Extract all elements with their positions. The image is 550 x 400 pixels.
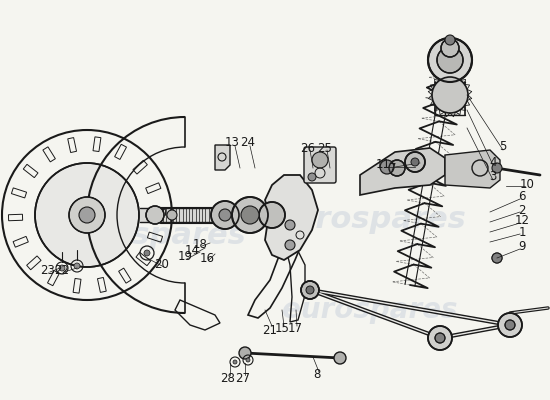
Circle shape (246, 358, 250, 362)
Circle shape (428, 38, 472, 82)
Text: 18: 18 (192, 238, 207, 250)
Circle shape (435, 333, 445, 343)
Circle shape (301, 281, 319, 299)
Circle shape (241, 206, 259, 224)
Circle shape (285, 240, 295, 250)
Circle shape (219, 209, 231, 221)
Circle shape (285, 220, 295, 230)
Text: 9: 9 (518, 240, 526, 254)
Circle shape (445, 35, 455, 45)
Circle shape (232, 197, 268, 233)
Circle shape (74, 263, 80, 269)
Text: 8: 8 (314, 368, 321, 382)
Circle shape (505, 320, 515, 330)
Text: 26: 26 (300, 142, 316, 154)
Circle shape (144, 250, 150, 256)
Text: 6: 6 (518, 190, 526, 204)
Circle shape (437, 47, 463, 73)
Text: 10: 10 (520, 178, 535, 190)
Text: 7: 7 (389, 162, 397, 174)
Text: 16: 16 (200, 252, 215, 264)
Polygon shape (360, 148, 445, 195)
Text: 4: 4 (490, 156, 497, 170)
Circle shape (239, 347, 251, 359)
Circle shape (380, 160, 394, 174)
Circle shape (167, 210, 177, 220)
Circle shape (441, 39, 459, 57)
Text: eurospares: eurospares (282, 296, 458, 324)
Circle shape (259, 202, 285, 228)
Circle shape (308, 173, 316, 181)
Circle shape (79, 207, 95, 223)
Text: eurospares: eurospares (274, 206, 466, 234)
Text: 3: 3 (490, 170, 497, 184)
Text: 11: 11 (376, 158, 390, 172)
Circle shape (233, 360, 237, 364)
Text: 27: 27 (235, 372, 250, 384)
Text: 17: 17 (288, 322, 303, 336)
Circle shape (59, 265, 65, 271)
Text: 2: 2 (518, 204, 526, 216)
Circle shape (411, 158, 419, 166)
Text: 13: 13 (224, 136, 239, 150)
Circle shape (389, 160, 405, 176)
Circle shape (432, 77, 468, 113)
Text: 28: 28 (221, 372, 235, 384)
Circle shape (405, 152, 425, 172)
Polygon shape (215, 145, 230, 170)
Text: 25: 25 (317, 142, 332, 154)
Text: eurospares: eurospares (54, 220, 246, 250)
Circle shape (146, 206, 164, 224)
Text: 1: 1 (518, 226, 526, 238)
Text: 19: 19 (178, 250, 192, 262)
Circle shape (334, 352, 346, 364)
Circle shape (306, 286, 314, 294)
Circle shape (498, 313, 522, 337)
Circle shape (492, 163, 502, 173)
Polygon shape (445, 150, 500, 188)
FancyBboxPatch shape (304, 147, 336, 183)
Text: 22: 22 (54, 264, 69, 276)
Circle shape (35, 163, 139, 267)
Text: 23: 23 (41, 264, 56, 276)
Text: 12: 12 (514, 214, 530, 228)
Text: 21: 21 (262, 324, 278, 336)
Text: 14: 14 (184, 244, 200, 258)
Text: 24: 24 (240, 136, 256, 150)
Circle shape (211, 201, 239, 229)
Text: 15: 15 (274, 322, 289, 336)
Text: 5: 5 (499, 140, 507, 154)
Polygon shape (265, 175, 318, 260)
Text: 20: 20 (155, 258, 169, 270)
Circle shape (69, 197, 105, 233)
Circle shape (492, 253, 502, 263)
Circle shape (312, 152, 328, 168)
Circle shape (428, 326, 452, 350)
